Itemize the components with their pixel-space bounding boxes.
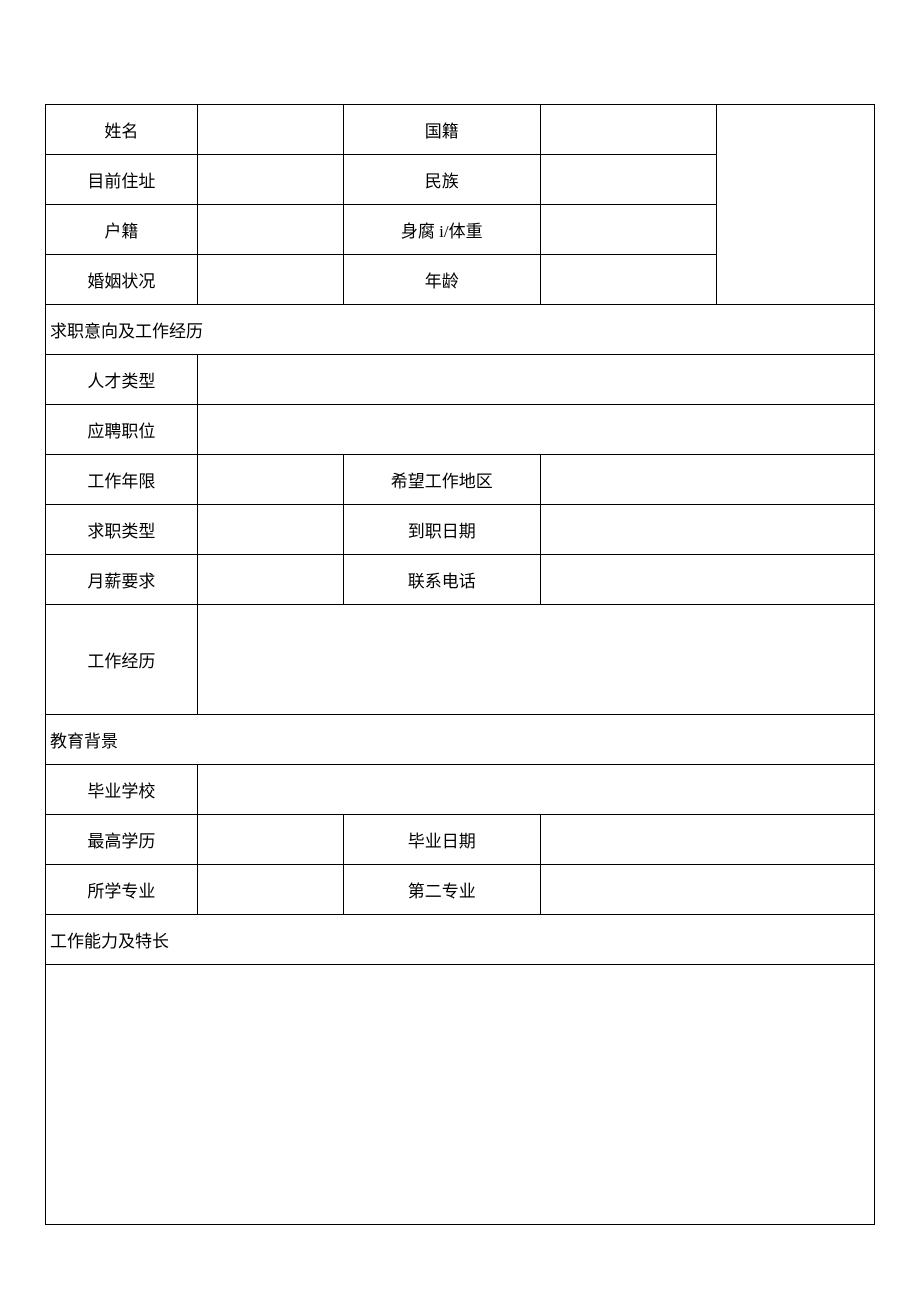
section-header-education: 教育背景 (46, 715, 875, 765)
ethnicity-value (540, 155, 717, 205)
phone-label: 联系电话 (343, 555, 540, 605)
experience-label: 工作经历 (46, 605, 198, 715)
job-type-label: 求职类型 (46, 505, 198, 555)
table-row: 月薪要求 联系电话 (46, 555, 875, 605)
table-row: 人才类型 (46, 355, 875, 405)
grad-date-label: 毕业日期 (343, 815, 540, 865)
address-label: 目前住址 (46, 155, 198, 205)
grad-date-value (540, 815, 874, 865)
section-header-job: 求职意向及工作经历 (46, 305, 875, 355)
photo-cell (717, 105, 875, 305)
major-label: 所学专业 (46, 865, 198, 915)
talent-type-value (197, 355, 874, 405)
table-row: 最高学历 毕业日期 (46, 815, 875, 865)
job-type-value (197, 505, 343, 555)
phone-value (540, 555, 874, 605)
degree-value (197, 815, 343, 865)
table-row (46, 965, 875, 1225)
years-label: 工作年限 (46, 455, 198, 505)
salary-value (197, 555, 343, 605)
start-date-label: 到职日期 (343, 505, 540, 555)
years-value (197, 455, 343, 505)
hukou-label: 户籍 (46, 205, 198, 255)
major-value (197, 865, 343, 915)
second-major-value (540, 865, 874, 915)
height-weight-value (540, 205, 717, 255)
table-row: 工作年限 希望工作地区 (46, 455, 875, 505)
table-row: 应聘职位 (46, 405, 875, 455)
age-value (540, 255, 717, 305)
table-row: 教育背景 (46, 715, 875, 765)
ethnicity-label: 民族 (343, 155, 540, 205)
name-value (197, 105, 343, 155)
area-label: 希望工作地区 (343, 455, 540, 505)
table-row: 求职意向及工作经历 (46, 305, 875, 355)
name-label: 姓名 (46, 105, 198, 155)
marital-value (197, 255, 343, 305)
second-major-label: 第二专业 (343, 865, 540, 915)
talent-type-label: 人才类型 (46, 355, 198, 405)
hukou-value (197, 205, 343, 255)
start-date-value (540, 505, 874, 555)
table-row: 工作能力及特长 (46, 915, 875, 965)
table-row: 毕业学校 (46, 765, 875, 815)
height-weight-label: 身腐 i/体重 (343, 205, 540, 255)
experience-value (197, 605, 874, 715)
table-row: 工作经历 (46, 605, 875, 715)
school-value (197, 765, 874, 815)
address-value (197, 155, 343, 205)
position-label: 应聘职位 (46, 405, 198, 455)
table-row: 所学专业 第二专业 (46, 865, 875, 915)
area-value (540, 455, 874, 505)
salary-label: 月薪要求 (46, 555, 198, 605)
section-header-skills: 工作能力及特长 (46, 915, 875, 965)
position-value (197, 405, 874, 455)
skills-content (46, 965, 875, 1225)
school-label: 毕业学校 (46, 765, 198, 815)
degree-label: 最高学历 (46, 815, 198, 865)
age-label: 年龄 (343, 255, 540, 305)
marital-label: 婚姻状况 (46, 255, 198, 305)
resume-table: 姓名 国籍 目前住址 民族 户籍 身腐 i/体重 婚姻状况 年龄 求职意向及工作… (45, 104, 875, 1225)
nationality-value (540, 105, 717, 155)
nationality-label: 国籍 (343, 105, 540, 155)
table-row: 求职类型 到职日期 (46, 505, 875, 555)
table-row: 姓名 国籍 (46, 105, 875, 155)
